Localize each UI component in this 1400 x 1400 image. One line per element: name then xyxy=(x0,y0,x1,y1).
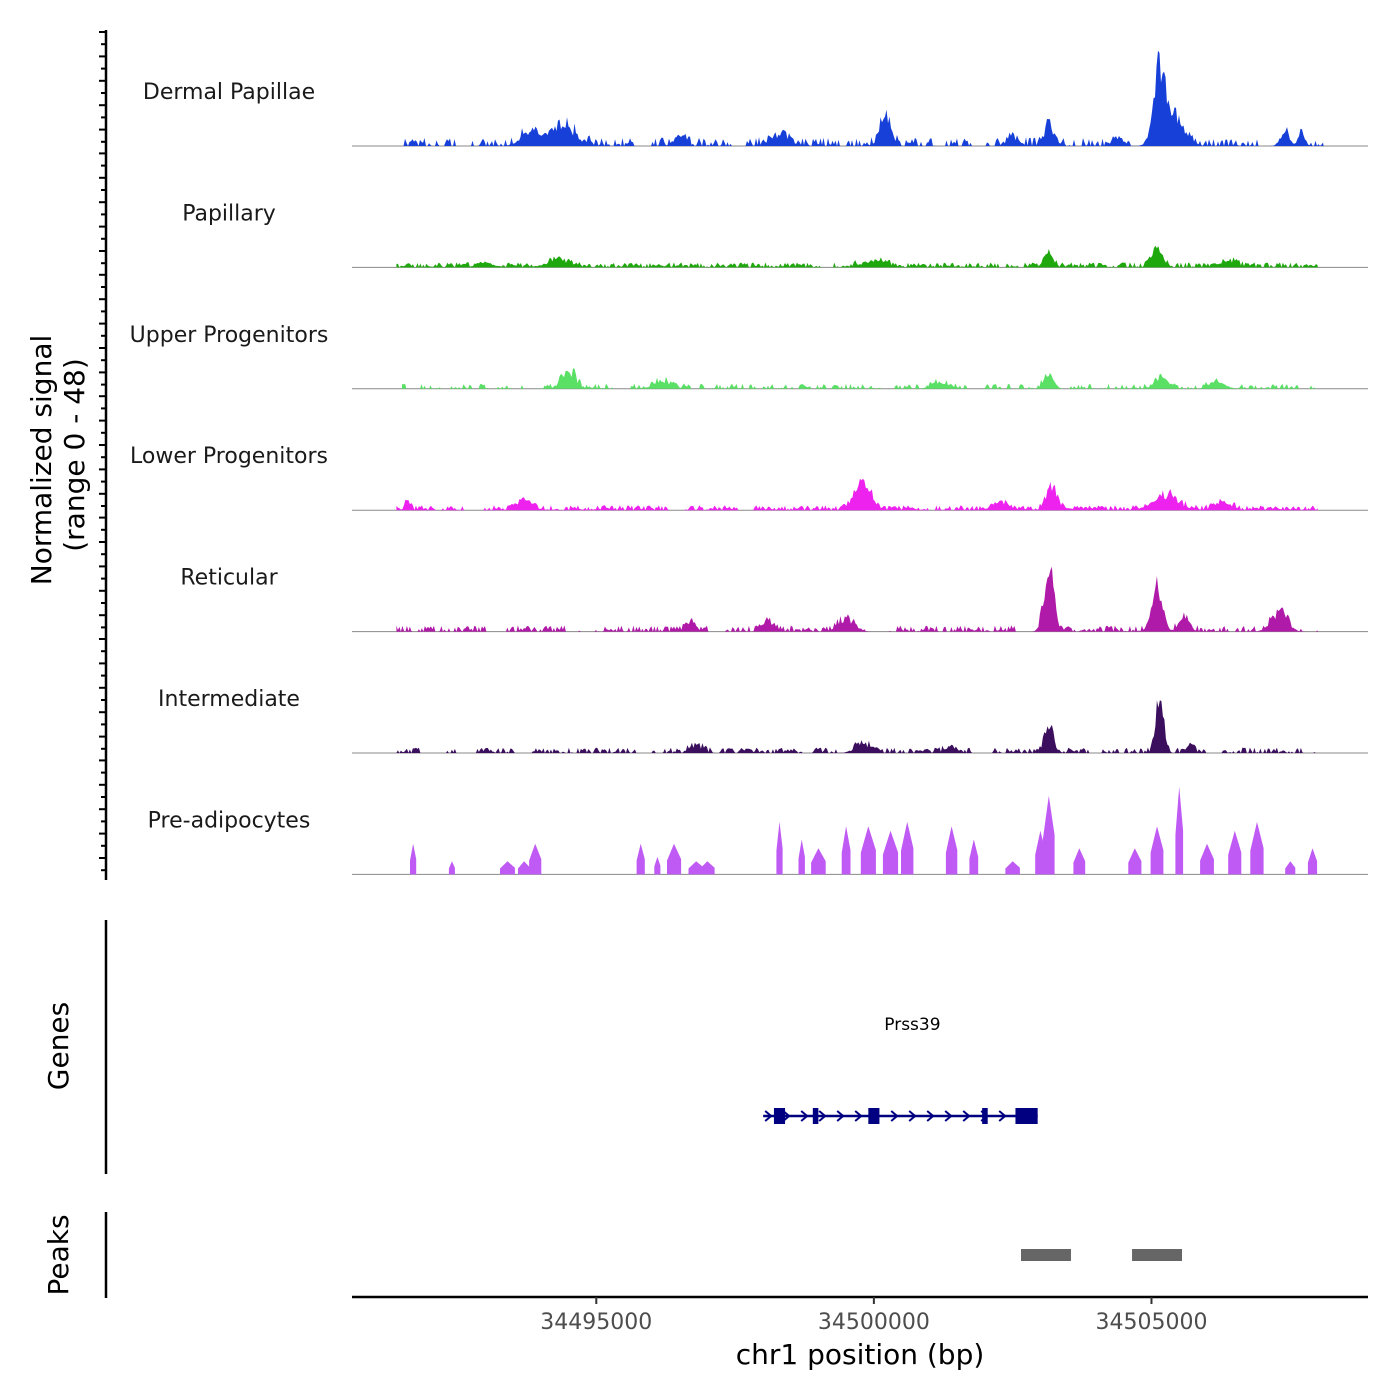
track-signal-area xyxy=(396,478,1319,511)
track-label: Papillary xyxy=(182,201,276,226)
gene-exon xyxy=(868,1108,880,1124)
track-upper-progenitors: Upper Progenitors xyxy=(130,323,1368,390)
signal-y-ticks xyxy=(99,31,106,872)
strand-arrow xyxy=(782,1110,791,1122)
track-signal-area xyxy=(396,245,1319,268)
track-signal-area xyxy=(396,700,1324,753)
track-reticular: Reticular xyxy=(180,566,1368,633)
track-papillary: Papillary xyxy=(182,201,1368,268)
y-axis-title-line2: (range 0 - 48) xyxy=(58,358,91,552)
track-lower-progenitors: Lower Progenitors xyxy=(130,444,1368,511)
gene-exon xyxy=(982,1108,988,1124)
strand-arrow xyxy=(944,1110,953,1122)
track-dermal-papillae: Dermal Papillae xyxy=(143,50,1368,147)
gene-exon xyxy=(812,1108,819,1124)
strand-arrow xyxy=(836,1110,845,1122)
x-tick-label: 34500000 xyxy=(818,1310,930,1335)
track-label: Reticular xyxy=(180,566,278,591)
peak-region xyxy=(1132,1249,1183,1261)
x-axis-ticks: 34495000 34500000 34505000 xyxy=(540,1297,1207,1335)
track-label: Upper Progenitors xyxy=(130,323,329,348)
peak-regions xyxy=(1021,1249,1183,1261)
track-label: Lower Progenitors xyxy=(130,444,328,469)
track-signal-area xyxy=(401,368,1319,389)
track-intermediate: Intermediate xyxy=(158,687,1368,754)
genes-panel-title: Genes xyxy=(42,1002,75,1090)
track-label: Pre-adipocytes xyxy=(148,808,311,833)
strand-arrow xyxy=(908,1110,917,1122)
peak-region xyxy=(1021,1249,1071,1261)
track-label: Intermediate xyxy=(158,687,300,712)
signal-tracks: Dermal Papillae Papillary Upper Progenitor… xyxy=(130,50,1368,875)
strand-arrow xyxy=(818,1110,827,1122)
x-tick-label: 34495000 xyxy=(540,1310,652,1335)
strand-arrow xyxy=(926,1110,935,1122)
track-pre-adipocytes: Pre-adipocytes xyxy=(148,786,1368,875)
track-signal-area xyxy=(410,786,1318,875)
gene-model xyxy=(763,1108,1038,1124)
track-signal-area xyxy=(401,50,1324,146)
x-tick-label: 34505000 xyxy=(1095,1310,1207,1335)
peaks-panel-title: Peaks xyxy=(42,1214,75,1295)
x-axis-title: chr1 position (bp) xyxy=(736,1338,985,1371)
strand-arrow xyxy=(962,1110,971,1122)
strand-arrow xyxy=(764,1110,773,1122)
strand-arrow xyxy=(890,1110,899,1122)
strand-arrow xyxy=(800,1110,809,1122)
strand-arrow xyxy=(854,1110,863,1122)
gene-exon xyxy=(773,1108,786,1124)
gene-exon xyxy=(1015,1108,1038,1124)
y-axis-title-line1: Normalized signal xyxy=(25,335,58,586)
track-signal-area xyxy=(396,566,1319,632)
track-label: Dermal Papillae xyxy=(143,80,315,105)
strand-arrow xyxy=(998,1110,1007,1122)
gene-label: Prss39 xyxy=(884,1015,940,1035)
